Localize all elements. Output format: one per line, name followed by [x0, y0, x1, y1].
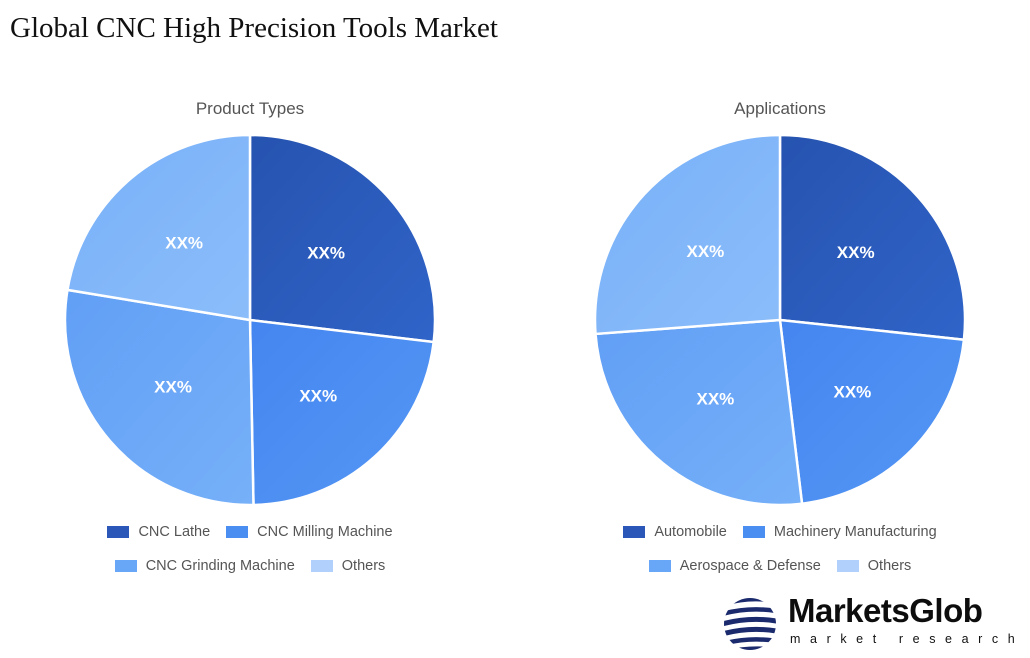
- legend-label: Others: [341, 558, 386, 574]
- slice-value-label: XX%: [299, 386, 337, 405]
- legend-item-machinery-manufacturing[interactable]: Machinery Manufacturing: [742, 524, 937, 540]
- legend-swatch: [623, 526, 646, 538]
- pie-slice-automobile[interactable]: [778, 133, 967, 342]
- legend-item-automobile[interactable]: Automobile: [623, 524, 727, 540]
- slice-value-label: XX%: [696, 390, 734, 409]
- legend-swatch: [742, 526, 765, 538]
- logo-tagline: market research: [790, 632, 1025, 646]
- slice-value-label: XX%: [834, 382, 872, 401]
- pie-slice-machinery-manufacturing[interactable]: [778, 318, 966, 506]
- legend-swatch: [107, 526, 130, 538]
- globe-icon: [724, 598, 776, 650]
- legend-label: Aerospace & Defense: [679, 558, 821, 574]
- legend-label: CNC Lathe: [138, 524, 211, 540]
- legend-item-aerospace-defense[interactable]: Aerospace & Defense: [648, 558, 821, 574]
- brand-logo: MarketsGlob market research: [722, 592, 1027, 652]
- pie-chart-product-types: XX% XX% XX% XX%: [63, 133, 437, 507]
- slice-value-label: XX%: [165, 233, 203, 252]
- slice-value-label: XX%: [154, 378, 192, 397]
- pie-slice-cnc-milling-machine[interactable]: [248, 318, 436, 507]
- pie-slice-cnc-lathe[interactable]: [248, 133, 437, 344]
- legend-item-cnc-grinding-machine[interactable]: CNC Grinding Machine: [114, 558, 295, 574]
- legend-label: Automobile: [654, 524, 727, 540]
- legend-label: Machinery Manufacturing: [773, 524, 937, 540]
- legend-label: CNC Milling Machine: [257, 524, 393, 540]
- pie-chart-applications: XX% XX% XX% XX%: [593, 133, 967, 507]
- slice-value-label: XX%: [837, 243, 875, 262]
- legend: Automobile Machinery Manufacturing Aeros…: [570, 522, 990, 590]
- chart-title: Applications: [734, 99, 826, 118]
- legend-item-cnc-lathe[interactable]: CNC Lathe: [107, 524, 210, 540]
- slice-value-label: XX%: [686, 242, 724, 261]
- slice-value-label: XX%: [307, 243, 345, 262]
- legend-swatch: [114, 560, 137, 572]
- legend: CNC Lathe CNC Milling Machine CNC Grindi…: [40, 522, 460, 590]
- page-title: Global CNC High Precision Tools Market: [10, 12, 498, 44]
- pie-slice-aerospace-defense[interactable]: [594, 318, 804, 507]
- legend-item-others[interactable]: Others: [310, 558, 386, 574]
- legend-swatch: [310, 560, 333, 572]
- legend-swatch: [226, 526, 249, 538]
- legend-label: Others: [867, 558, 912, 574]
- applications-chart: Applications XX% XX% XX% XX% Automobile Mac…: [570, 95, 990, 595]
- pie-slice-cnc-grinding-machine[interactable]: [63, 288, 255, 507]
- legend-label: CNC Grinding Machine: [145, 558, 295, 574]
- legend-swatch: [648, 560, 671, 572]
- logo-name: MarketsGlob: [788, 592, 983, 629]
- legend-item-cnc-milling-machine[interactable]: CNC Milling Machine: [226, 524, 393, 540]
- chart-title: Product Types: [195, 99, 305, 118]
- legend-item-others[interactable]: Others: [836, 558, 912, 574]
- pie-slice-others[interactable]: [66, 133, 252, 322]
- product-types-chart: Product Types XX% XX% XX% XX% CNC Lathe CNC…: [40, 95, 460, 595]
- legend-swatch: [836, 560, 859, 572]
- pie-slice-others[interactable]: [593, 133, 782, 336]
